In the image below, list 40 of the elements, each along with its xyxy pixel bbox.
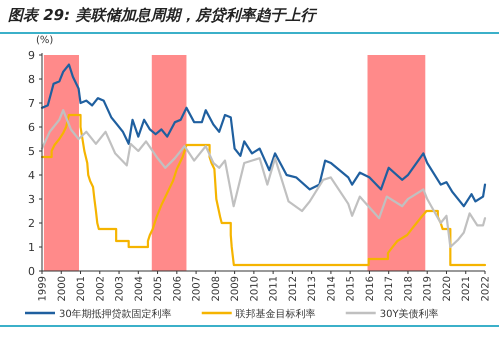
x-tick-label: 2009 — [230, 276, 242, 302]
y-tick-label: 6 — [28, 121, 35, 134]
y-tick-label: 4 — [28, 169, 35, 182]
legend-label: 联邦基金目标利率 — [236, 308, 316, 320]
x-tick-label: 2014 — [326, 276, 338, 302]
x-tick-label: 2001 — [76, 276, 88, 302]
x-tick-label: 2017 — [384, 276, 396, 302]
legend-label: 30年期抵押贷款固定利率 — [59, 308, 172, 320]
x-tick-label: 2016 — [364, 276, 376, 302]
x-tick-label: 2019 — [422, 276, 434, 302]
chart-title: 图表 29: 美联储加息周期，房贷利率趋于上行 — [8, 6, 318, 24]
y-tick-label: 8 — [28, 73, 35, 86]
x-tick-label: 2005 — [153, 276, 164, 302]
x-tick-label: 2021 — [461, 276, 472, 302]
x-tick-label: 2010 — [249, 276, 260, 302]
x-tick-label: 2011 — [268, 276, 280, 302]
x-tick-label: 2015 — [346, 276, 357, 302]
x-tick-label: 2012 — [288, 276, 299, 302]
x-tick-label: 2008 — [210, 276, 222, 302]
x-tick-label: 2007 — [192, 276, 203, 302]
legend-label: 30Y美债利率 — [380, 308, 439, 320]
x-tick-label: 2002 — [95, 276, 106, 302]
y-tick-label: 1 — [28, 241, 35, 254]
x-tick-label: 2013 — [307, 276, 318, 302]
x-tick-label: 2000 — [56, 276, 68, 302]
x-tick-label: 2006 — [172, 276, 184, 302]
x-tick-label: 2022 — [480, 276, 492, 302]
y-tick-label: 2 — [28, 217, 35, 230]
y-tick-label: 3 — [28, 193, 35, 206]
x-tick-label: 1999 — [38, 276, 48, 302]
x-tick-label: 2003 — [114, 276, 126, 302]
x-tick-label: 2004 — [134, 276, 145, 302]
y-tick-label: 5 — [28, 145, 35, 158]
y-tick-label: 9 — [28, 49, 35, 62]
x-tick-label: 2020 — [442, 276, 453, 302]
y-tick-label: 7 — [28, 97, 35, 110]
y-tick-label: 0 — [28, 265, 35, 278]
y-axis-title: (%) — [36, 35, 54, 46]
line-series — [40, 63, 486, 208]
x-tick-label: 2018 — [403, 276, 414, 302]
